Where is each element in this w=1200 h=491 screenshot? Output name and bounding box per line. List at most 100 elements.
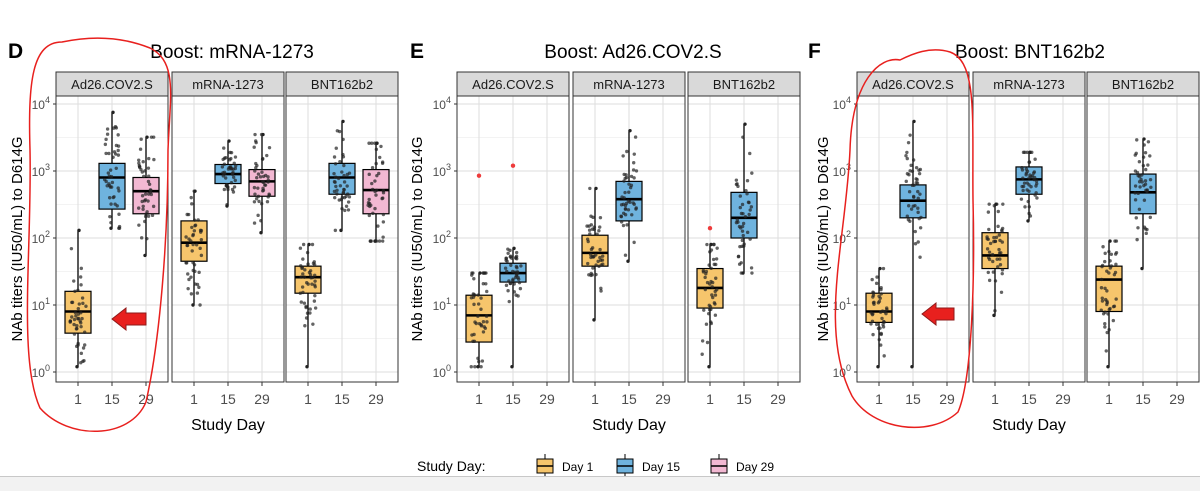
facet-mrna-1273: mRNA-1273 1 15 29 [572,71,686,407]
data-point [743,214,748,219]
data-point [1026,219,1030,223]
data-point [373,239,377,243]
data-point [79,283,83,287]
data-point [877,337,881,342]
data-point [252,200,257,204]
box-day-15 [730,122,758,275]
data-point [589,255,593,260]
data-point [905,150,909,155]
data-point [228,150,232,155]
data-point [198,246,202,251]
data-point [884,311,888,316]
data-point [258,175,263,179]
data-point [625,223,629,227]
data-point [479,324,484,328]
data-point [1149,185,1153,189]
data-point [879,292,883,296]
data-point [916,196,920,201]
data-point [334,146,338,150]
data-point [589,247,594,252]
data-point [76,312,81,316]
data-point [114,166,118,171]
data-point [701,270,706,274]
box-iqr [465,294,493,343]
data-point [473,364,477,369]
data-point [749,205,754,209]
data-point [917,216,921,221]
data-point [594,253,598,257]
data-point [1021,176,1025,180]
data-point [1033,157,1037,161]
data-point [82,343,87,347]
data-point [254,197,259,201]
facet-ad26-cov2-s: Ad26.COV2.S 1 15 29 [456,71,570,407]
data-point [137,165,142,170]
data-point [111,155,115,159]
data-point [139,236,144,240]
data-point [1135,237,1139,242]
data-point [1140,173,1144,177]
data-point [187,277,191,282]
data-point [1107,307,1111,312]
data-point [198,228,203,233]
data-point [911,158,916,162]
data-point [885,308,889,312]
data-point [707,263,711,267]
y-tick-label: 103 [433,162,451,179]
data-point [261,180,266,184]
data-point [308,307,312,311]
x-tick-label: 15 [736,391,752,407]
data-point [997,233,1001,237]
data-point [588,232,592,236]
panel-letter: F [808,40,821,63]
data-point [512,290,517,294]
legend-label: Day 15 [642,460,680,474]
panel-d: D Boost: mRNA-1273 NAb titers (IU50/mL) to… [8,40,399,434]
data-point [198,303,202,307]
y-axis-label: NAb titers (IU50/mL) to D614G [815,136,832,341]
data-point [1108,239,1112,243]
data-point [1111,318,1116,323]
legend-title: Study Day: [417,458,485,474]
data-point [1031,171,1036,175]
data-point [224,184,228,188]
data-point [481,320,486,324]
data-point [707,303,711,307]
data-point [882,319,886,324]
annotation-circle-f [834,49,975,429]
box-day-1 [981,202,1009,318]
x-tick-label: 15 [905,391,921,407]
data-point [191,232,196,237]
data-point [1143,151,1148,155]
data-point [257,199,261,204]
box-day-1 [696,226,724,369]
data-point [996,209,1000,214]
data-point [367,141,371,145]
data-point [1035,196,1039,200]
data-point [339,228,343,233]
data-point [709,248,714,252]
data-point [738,244,742,249]
data-point [479,307,483,311]
data-point [338,159,342,164]
data-point [874,281,879,286]
data-point [869,311,873,315]
data-point [517,280,522,285]
data-point [367,172,371,177]
data-point [261,186,265,191]
data-point [136,206,141,210]
data-point [137,161,141,165]
box-day-15 [499,163,527,369]
data-point [750,171,754,175]
data-point [880,309,885,313]
data-point [739,261,743,265]
data-point [113,202,117,206]
data-point [1103,286,1107,291]
data-point [193,269,197,274]
data-point [875,275,879,279]
data-point [1146,163,1150,167]
facet-strip [55,71,169,97]
data-point [232,161,236,165]
data-point [381,235,385,239]
data-point [332,180,337,184]
